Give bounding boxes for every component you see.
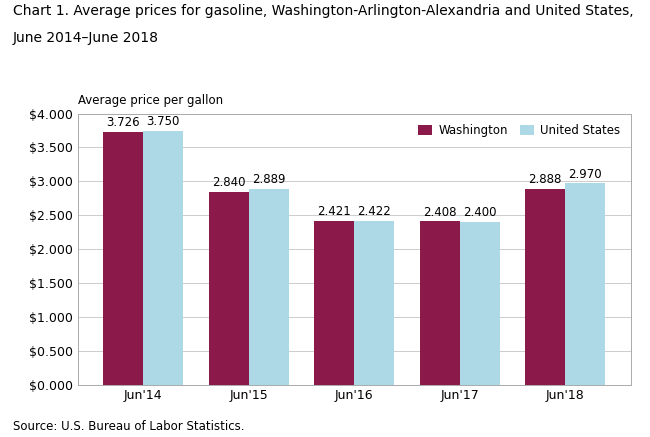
Text: Average price per gallon: Average price per gallon [78,94,223,107]
Bar [209,192,249,385]
Text: 2.400: 2.400 [463,206,497,219]
Text: 3.750: 3.750 [146,115,180,128]
Bar [420,222,460,385]
Text: 2.889: 2.889 [252,173,285,186]
Bar [143,131,183,385]
Text: 2.421: 2.421 [317,205,351,218]
Legend: Washington, United States: Washington, United States [413,120,625,142]
Bar [249,189,289,385]
Bar [566,184,605,385]
Text: June 2014–June 2018: June 2014–June 2018 [13,31,159,45]
Bar [525,189,566,385]
Text: 2.970: 2.970 [569,168,602,180]
Text: 2.422: 2.422 [358,205,391,218]
Bar [103,132,143,385]
Bar [314,221,354,385]
Text: 2.888: 2.888 [528,173,562,186]
Text: 2.840: 2.840 [212,177,246,190]
Text: 3.726: 3.726 [107,117,140,129]
Text: Source: U.S. Bureau of Labor Statistics.: Source: U.S. Bureau of Labor Statistics. [13,420,244,433]
Bar [460,222,500,385]
Bar [354,221,395,385]
Text: 2.408: 2.408 [423,206,456,219]
Text: Chart 1. Average prices for gasoline, Washington-Arlington-Alexandria and United: Chart 1. Average prices for gasoline, Wa… [13,4,634,18]
